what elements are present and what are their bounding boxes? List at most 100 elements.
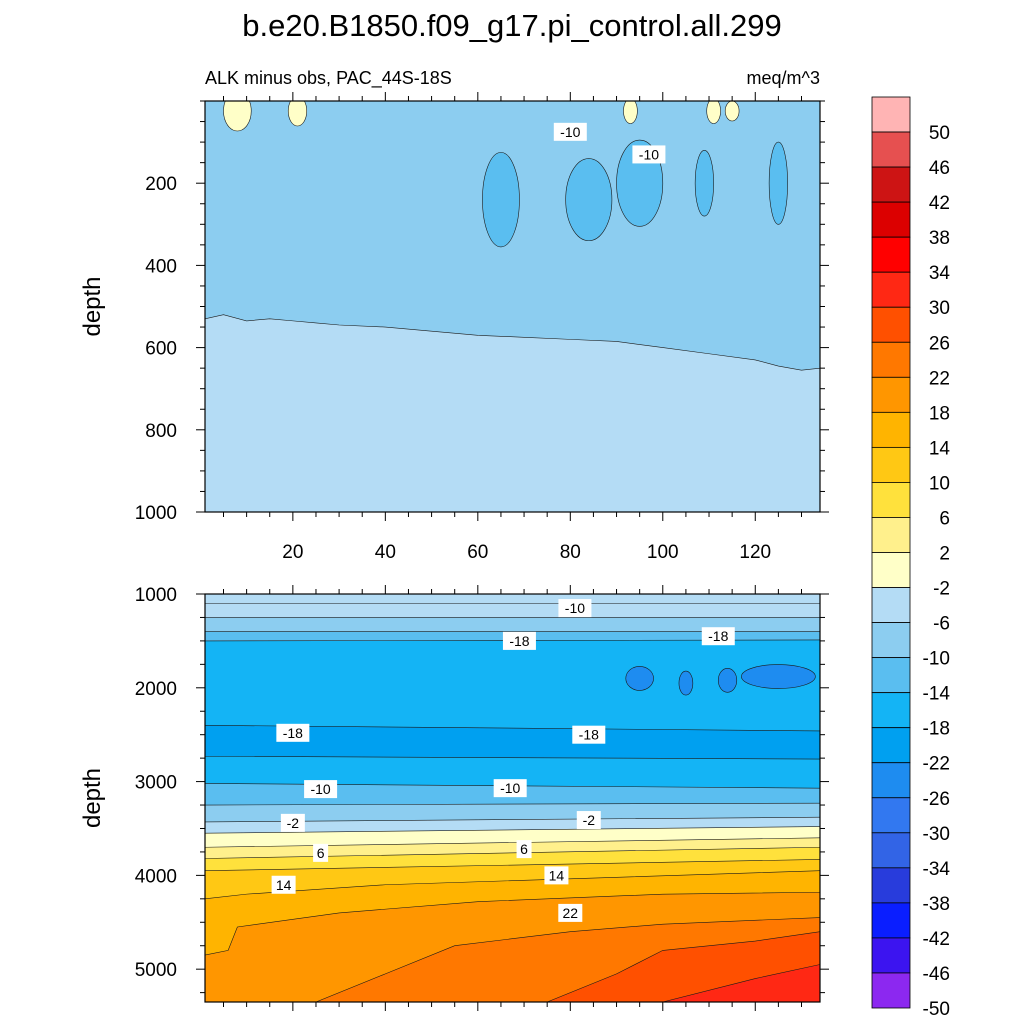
contour-label-box <box>572 725 606 744</box>
contour-line <box>662 964 820 1002</box>
contour-label-box <box>558 903 583 922</box>
contour-label: -18 <box>283 725 303 741</box>
colorbar-swatch <box>871 727 911 764</box>
colorbar-swatch <box>871 482 911 518</box>
contour-label: -2 <box>287 815 300 831</box>
contour-line <box>547 931 820 1002</box>
colorbar-label: 42 <box>929 193 950 214</box>
y-tick-label: 2000 <box>135 679 177 700</box>
y-axis-label: depth <box>79 276 106 336</box>
contour-label-box <box>276 723 310 742</box>
colorbar-swatch <box>871 867 911 904</box>
colorbar-swatch <box>871 587 911 623</box>
x-tick-label: 20 <box>282 542 303 563</box>
contour-line <box>315 917 820 1002</box>
contour-label-box <box>493 779 527 798</box>
colorbar-swatch <box>871 201 911 238</box>
contour-patch <box>768 141 788 225</box>
x-tick-label: 40 <box>375 542 396 563</box>
contour-label-box <box>558 599 592 618</box>
contour-label-box <box>280 813 305 832</box>
contour-patch <box>623 101 638 124</box>
y-tick-label: 3000 <box>135 773 177 794</box>
colorbar-label: -34 <box>923 859 951 880</box>
colorbar-label: 22 <box>929 368 950 389</box>
contour-label-box <box>502 631 536 650</box>
contour-patch <box>223 101 252 132</box>
contour-label: -2 <box>583 812 596 828</box>
colorbar-label: -22 <box>923 754 950 775</box>
contour-patch <box>565 158 613 242</box>
colorbar-label: -26 <box>923 789 950 810</box>
colorbar-swatch <box>871 96 911 133</box>
contour-patch <box>678 670 694 696</box>
contour-label: 14 <box>549 867 565 883</box>
contour-label-box <box>632 145 666 164</box>
contour-label: 14 <box>276 877 292 893</box>
contour-field <box>205 101 820 512</box>
colorbar-swatch <box>871 131 911 168</box>
colorbar-label: 14 <box>929 438 951 459</box>
y-tick-label: 5000 <box>135 960 177 981</box>
colorbar-swatch <box>871 692 911 729</box>
colorbar-label: 10 <box>929 473 950 494</box>
colorbar-swatch <box>871 902 911 939</box>
colorbar-swatch <box>871 622 911 659</box>
contour-line <box>205 837 820 848</box>
colorbar: 50 46 42 38 34 30 26 22 18 14 10 6 2 -2 -6 -10 -14 -18 -22… <box>871 96 951 1020</box>
y-tick-label: 4000 <box>135 866 177 887</box>
x-tick-label: 80 <box>560 542 581 563</box>
colorbar-label: 38 <box>929 228 950 249</box>
plot-frame <box>204 593 821 1003</box>
x-tick-label: 100 <box>647 542 679 563</box>
contour-label: 6 <box>317 845 325 861</box>
contour-band <box>662 964 820 1002</box>
colorbar-label: -6 <box>933 614 950 635</box>
contour-line <box>205 870 820 900</box>
contour-label: -18 <box>708 628 728 644</box>
y-tick-label: 1000 <box>135 503 177 524</box>
chart-title: b.e20.B1850.f09_g17.pi_control.all.299 <box>242 8 782 43</box>
colorbar-label: -18 <box>923 719 950 740</box>
y-tick-label: 800 <box>145 421 177 442</box>
contour-label: 6 <box>520 841 528 857</box>
contour-line <box>205 816 820 823</box>
colorbar-label: 34 <box>929 263 951 284</box>
colorbar-swatch <box>871 832 911 869</box>
colorbar-swatch <box>871 517 911 553</box>
colorbar-label: 50 <box>929 123 950 144</box>
colorbar-label: 26 <box>929 333 950 354</box>
y-axis-label: depth <box>79 768 106 828</box>
contour-label: -10 <box>500 780 520 796</box>
contour-patch <box>694 150 714 217</box>
y-tick-label: 1000 <box>135 585 177 606</box>
contour-label: -10 <box>310 781 330 797</box>
colorbar-swatch <box>871 446 911 483</box>
colorbar-label: -30 <box>923 824 950 845</box>
contour-label: -18 <box>579 727 599 743</box>
chart-subtitle: ALK minus obs, PAC_44S-18S <box>205 68 452 89</box>
colorbar-label: 30 <box>929 298 950 319</box>
colorbar-swatch <box>871 271 911 308</box>
colorbar-label: -38 <box>923 894 950 915</box>
contour-line <box>205 755 820 760</box>
upper-panel: -10 -10 20 40 60 80 100 120 200 400 600 800 1000 dept… <box>79 92 829 563</box>
colorbar-label: 46 <box>929 158 950 179</box>
contour-field <box>205 594 820 1002</box>
colorbar-swatch <box>871 657 911 694</box>
contour-patch <box>741 664 816 689</box>
contour-line <box>205 826 820 834</box>
y-tick-label: 200 <box>145 174 177 195</box>
contour-line <box>205 891 820 956</box>
colorbar-swatch <box>871 972 911 1009</box>
colorbar-swatch <box>871 411 911 448</box>
colorbar-swatch <box>871 166 911 203</box>
y-tick-label: 400 <box>145 256 177 277</box>
colorbar-swatch <box>871 341 911 378</box>
contour-label-box <box>553 122 587 141</box>
colorbar-swatch <box>871 552 911 588</box>
colorbar-swatch <box>871 376 911 413</box>
contour-patch <box>706 101 721 124</box>
contour-line <box>205 859 820 871</box>
